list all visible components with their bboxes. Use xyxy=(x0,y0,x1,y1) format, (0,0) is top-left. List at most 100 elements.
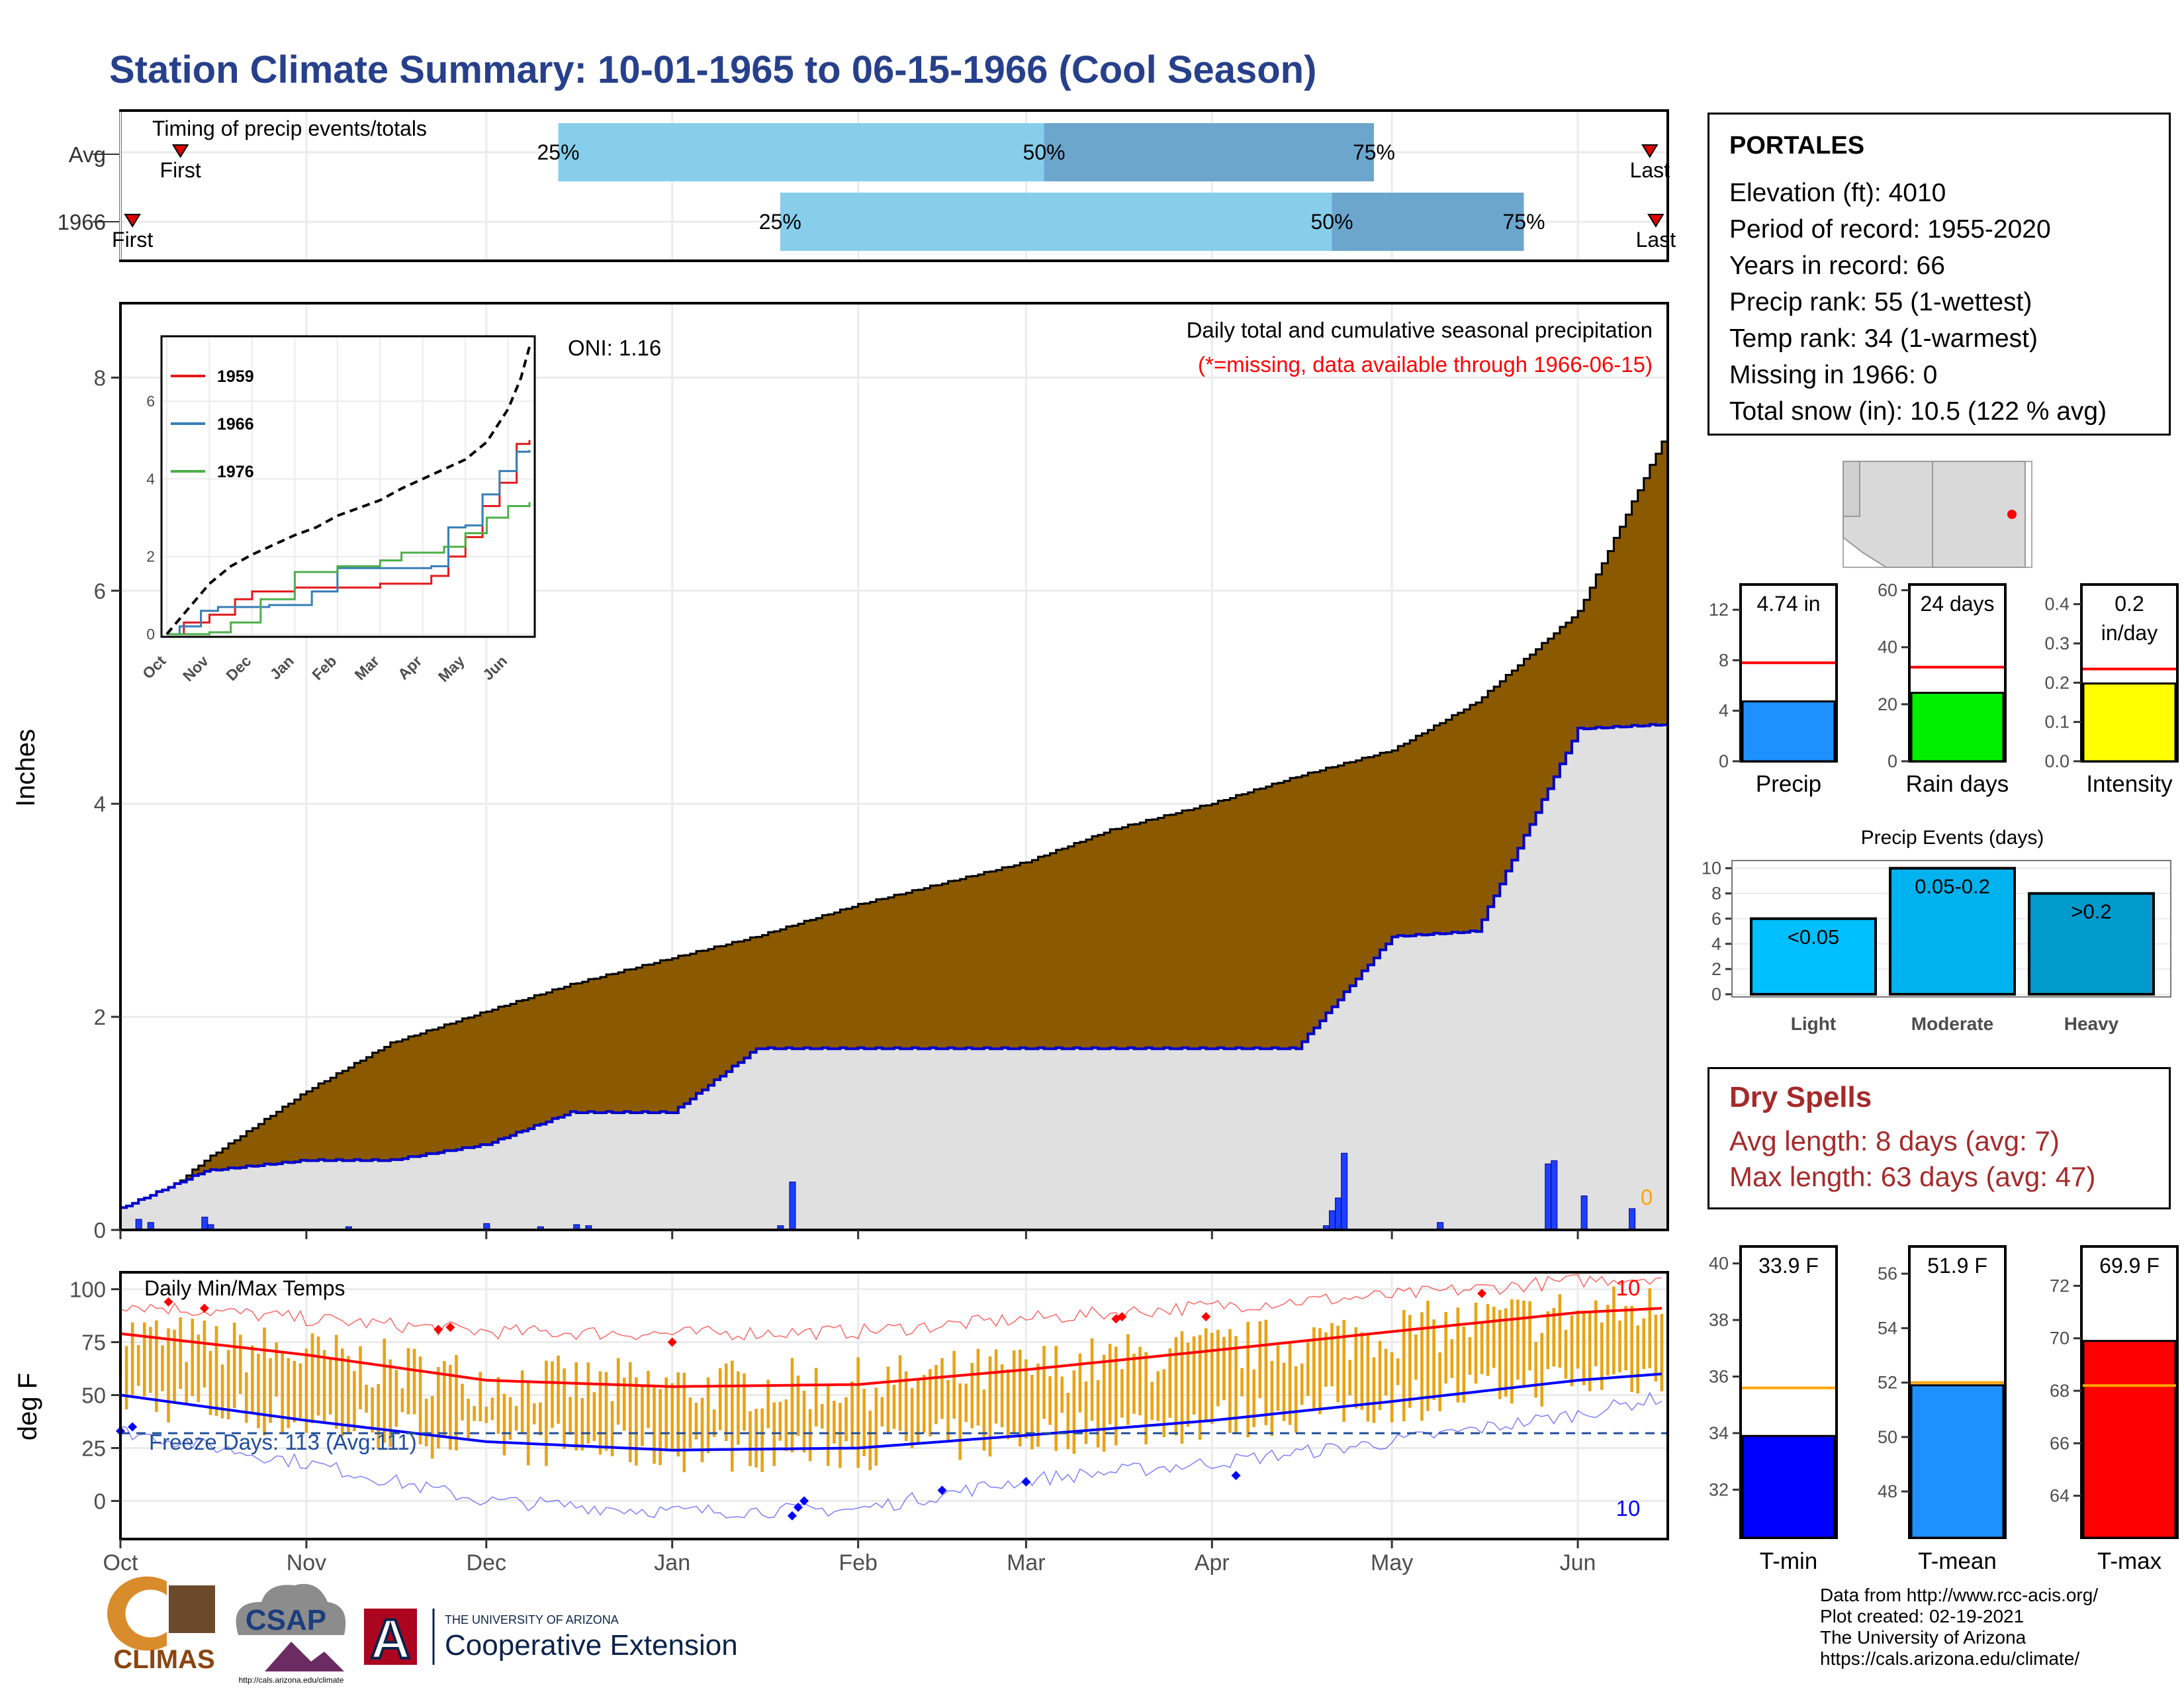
daily-temp-bar xyxy=(1570,1315,1574,1387)
timing-p50-label: 50% xyxy=(1311,210,1353,234)
daily-temp-bar xyxy=(1036,1363,1040,1447)
daily-temp-bar xyxy=(1144,1352,1148,1444)
daily-temp-bar xyxy=(1396,1358,1400,1385)
daily-temp-bar xyxy=(706,1377,710,1454)
daily-precip-bar xyxy=(789,1182,796,1231)
daily-temp-bar xyxy=(1480,1322,1484,1374)
credit-line: Data from http://www.rcc-acis.org/ xyxy=(1820,1585,2099,1605)
summary-bar-ytick-label: 0.1 xyxy=(2044,712,2070,732)
summary-bar-ytick-label: 60 xyxy=(1878,581,1897,600)
daily-temp-bar xyxy=(952,1350,956,1419)
summary-bar-category-label: Intensity xyxy=(2086,771,2173,797)
daily-temp-bar xyxy=(778,1401,782,1441)
first-event-label: First xyxy=(112,228,153,252)
daily-temp-bar xyxy=(545,1360,548,1466)
daily-temp-bar xyxy=(1342,1320,1345,1422)
daily-temp-bar xyxy=(1114,1346,1118,1446)
inset-legend-label: 1966 xyxy=(217,415,254,434)
daily-temp-bar xyxy=(604,1372,608,1451)
credit-line: Plot created: 02-19-2021 xyxy=(1820,1606,2025,1626)
daily-temp-bar xyxy=(443,1361,446,1438)
daily-temp-bar xyxy=(724,1363,728,1442)
daily-temp-bar xyxy=(839,1403,842,1468)
climas-logo-mark xyxy=(107,1576,167,1651)
month-tick-label: Jun xyxy=(1560,1550,1596,1575)
daily-temp-bar xyxy=(1588,1311,1592,1391)
daily-temp-bar xyxy=(203,1320,206,1388)
daily-temp-bar xyxy=(898,1355,902,1431)
temp-panel: deg F Daily Min/Max Temps Freeze Days: 1… xyxy=(13,1271,1669,1575)
daily-temp-bar xyxy=(208,1350,212,1415)
freeze-days-label: Freeze Days: 113 (Avg:111) xyxy=(149,1430,417,1454)
daily-temp-bar xyxy=(1024,1359,1028,1438)
ua-logo: A THE UNIVERSITY OF ARIZONA Cooperative … xyxy=(364,1607,738,1671)
daily-temp-bar xyxy=(1108,1344,1112,1425)
daily-temp-bar xyxy=(1126,1334,1130,1425)
daily-temp-bar xyxy=(1228,1329,1232,1433)
normal-low-line xyxy=(120,1372,1662,1452)
temp-ytick-label: 0 xyxy=(94,1489,106,1513)
precip-event-value-label: 0.05-0.2 xyxy=(1915,875,1990,898)
temp-marks xyxy=(116,1274,1668,1521)
tmin-count-label: 10 xyxy=(1616,1496,1641,1521)
summary-bar-ytick-label: 8 xyxy=(1719,650,1729,670)
daily-temp-bar xyxy=(383,1338,387,1443)
daily-temp-bar xyxy=(1306,1342,1310,1396)
daily-temp-bar xyxy=(226,1350,230,1420)
daily-temp-bar xyxy=(616,1358,620,1425)
daily-precip-bar xyxy=(1580,1195,1588,1231)
record-high-marker xyxy=(433,1325,443,1335)
daily-temp-bar xyxy=(749,1411,752,1466)
last-event-marker xyxy=(1647,214,1664,228)
daily-temp-bar xyxy=(214,1326,218,1417)
inset-legend-label: 1976 xyxy=(217,463,254,481)
daily-temp-bar xyxy=(929,1369,932,1436)
daily-temp-bar xyxy=(622,1378,626,1431)
timing-tick xyxy=(93,154,119,155)
first-event-marker xyxy=(124,214,141,228)
daily-temp-bar xyxy=(1372,1357,1376,1423)
precip-ytick-label: 2 xyxy=(94,1005,106,1029)
daily-temp-bar xyxy=(598,1371,602,1455)
daily-temp-bar xyxy=(293,1360,296,1423)
summary-bar-value-label: 0.2 xyxy=(2115,592,2144,616)
daily-temp-bar xyxy=(784,1399,788,1451)
daily-temp-bar xyxy=(461,1383,464,1421)
inset-chart: Oct Nov Dec Jan Feb Mar Apr May Jun0246195919661… xyxy=(139,335,536,685)
daily-temp-bar xyxy=(304,1348,308,1433)
daily-temp-bar xyxy=(136,1345,140,1386)
daily-temp-bar xyxy=(1324,1332,1328,1387)
precip-events-ytick-label: 2 xyxy=(1711,959,1721,979)
daily-temp-bar xyxy=(1606,1305,1610,1376)
daily-temp-bar xyxy=(1132,1354,1136,1414)
daily-temp-bar xyxy=(592,1392,596,1441)
inset-average-line xyxy=(165,346,531,635)
daily-temp-bar xyxy=(1120,1369,1124,1418)
daily-temp-bar xyxy=(1450,1339,1454,1378)
temp-bar-ytick-label: 32 xyxy=(1709,1479,1729,1499)
summary-bar-category-label: Rain days xyxy=(1906,771,2009,797)
daily-temp-bar xyxy=(1420,1312,1424,1421)
daily-temp-bar xyxy=(1408,1315,1412,1408)
daily-temp-bar xyxy=(400,1388,404,1413)
daily-temp-bar xyxy=(688,1397,692,1448)
temp-bar-ytick-label: 66 xyxy=(2050,1433,2070,1453)
daily-temp-bar xyxy=(820,1404,824,1429)
timing-marks: 25% 50% 75% First Last 25% 50% 75% First Last xyxy=(93,123,1676,252)
timing-panel: Timing of precip events/totals Avg 1966 … xyxy=(58,109,1676,262)
daily-temp-bar xyxy=(1510,1299,1514,1404)
daily-temp-bar xyxy=(1234,1336,1238,1434)
last-event-label: Last xyxy=(1630,158,1670,182)
record-low-line xyxy=(120,1391,1662,1519)
daily-temp-bar xyxy=(808,1409,812,1462)
summary-bar-intensity xyxy=(2082,682,2177,763)
temp-bar-ytick-label: 70 xyxy=(2050,1329,2070,1348)
inset-series-1966 xyxy=(167,450,531,635)
record-low-marker xyxy=(1231,1471,1241,1481)
precip-missing-note: (*=missing, data available through 1966-… xyxy=(1198,352,1653,377)
daily-temp-bar xyxy=(718,1368,722,1430)
daily-temp-bar xyxy=(916,1379,920,1444)
daily-temp-bar xyxy=(1426,1300,1430,1411)
summary-bar-ytick-label: 0.2 xyxy=(2044,673,2070,692)
station-info-line: Missing in 1966: 0 xyxy=(1729,361,1938,389)
